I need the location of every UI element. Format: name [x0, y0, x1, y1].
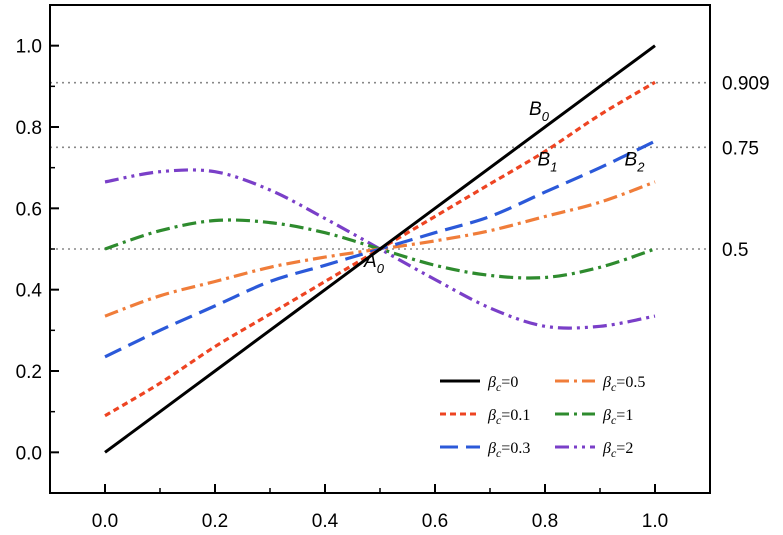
- point-label-subscript: 1: [550, 159, 557, 174]
- point-label: B2: [625, 149, 646, 174]
- series-line: [104, 168, 656, 330]
- legend-value: =0.3: [501, 440, 530, 457]
- reference-line-label: 0.5: [722, 240, 748, 261]
- x-tick-label: 0.2: [202, 511, 228, 532]
- point-label-subscript: 0: [377, 261, 385, 276]
- legend-value: =1: [616, 407, 633, 424]
- legend-symbol: β: [487, 440, 496, 457]
- legend-label: βc=0.5: [602, 374, 645, 394]
- legend-symbol: β: [602, 407, 611, 424]
- x-tick-label: 1.0: [642, 511, 668, 532]
- legend-value: =0.1: [501, 407, 530, 424]
- x-axis: 0.0 0.2 0.4 0.6 0.8 1.0: [92, 484, 668, 532]
- y-tick-label: 0.8: [16, 118, 42, 139]
- point-label-main: A: [363, 251, 377, 272]
- legend-subscript: c: [496, 446, 502, 460]
- legend: βc=0 βc=0.5βc=0.1 βc=1βc=0.3 βc=2: [440, 374, 645, 460]
- point-label-subscript: 0: [542, 109, 550, 124]
- point-label: B1: [538, 149, 558, 174]
- legend-label: βc=0.1: [487, 407, 530, 427]
- legend-label: βc=0.3: [487, 440, 530, 460]
- y-tick-label: 0.2: [16, 362, 42, 383]
- legend-value: =0: [501, 374, 518, 391]
- reference-line-label: 0.909: [722, 74, 770, 95]
- x-tick-label: 0.6: [422, 511, 448, 532]
- legend-value: =2: [616, 440, 633, 457]
- legend-symbol: β: [602, 374, 611, 391]
- point-label-main: B: [625, 149, 638, 170]
- point-label: A0: [363, 251, 385, 276]
- legend-label: βc=0: [487, 374, 518, 394]
- x-tick-label: 0.0: [92, 511, 118, 532]
- point-label-subscript: 2: [636, 159, 645, 174]
- legend-symbol: β: [487, 407, 496, 424]
- legend-subscript: c: [611, 380, 617, 394]
- point-label-main: B: [538, 149, 551, 170]
- x-tick-label: 0.8: [532, 511, 558, 532]
- y-axis: 0.0 0.2 0.4 0.6 0.8 1.0: [16, 37, 59, 464]
- y-tick-label: 0.6: [16, 199, 42, 220]
- legend-label: βc=1: [602, 407, 633, 427]
- y-tick-label: 1.0: [16, 37, 42, 58]
- legend-subscript: c: [611, 446, 617, 460]
- x-tick-label: 0.4: [312, 511, 339, 532]
- legend-subscript: c: [496, 380, 502, 394]
- legend-symbol: β: [602, 440, 611, 457]
- series-lines: [104, 44, 656, 454]
- legend-symbol: β: [487, 374, 496, 391]
- y-tick-label: 0.0: [16, 443, 42, 464]
- reference-line-label: 0.75: [722, 138, 759, 159]
- legend-value: =0.5: [616, 374, 645, 391]
- y-tick-label: 0.4: [16, 281, 43, 302]
- series-line: [104, 44, 656, 454]
- legend-subscript: c: [611, 413, 617, 427]
- legend-label: βc=2: [602, 440, 633, 460]
- point-label: B0: [529, 99, 550, 124]
- point-label-main: B: [529, 99, 542, 120]
- legend-subscript: c: [496, 413, 502, 427]
